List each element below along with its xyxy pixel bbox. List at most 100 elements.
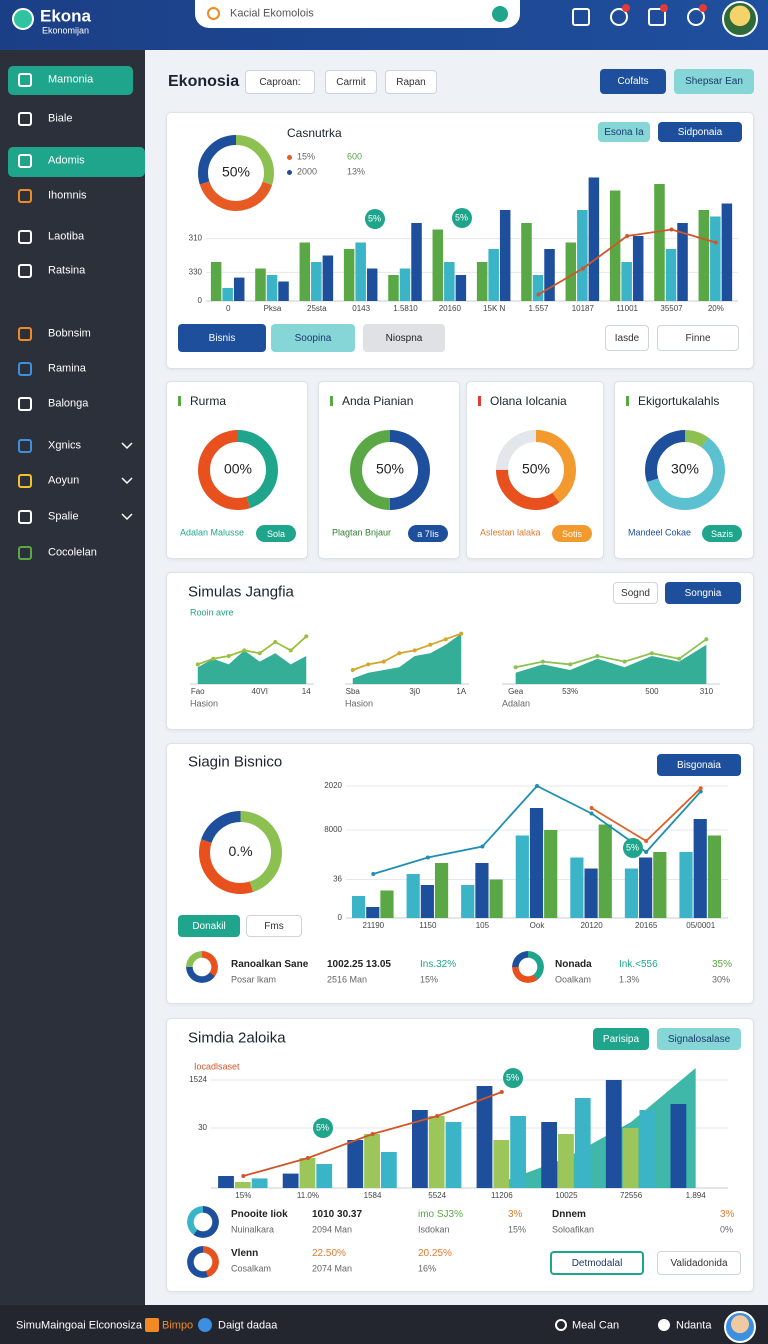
line-dot <box>371 872 376 876</box>
sidebar <box>0 50 145 1305</box>
stat-value: Ink.<556 <box>619 959 658 970</box>
legend-dot <box>287 170 292 175</box>
line-dot <box>350 668 355 672</box>
bar <box>598 824 612 918</box>
search-box[interactable] <box>195 0 520 28</box>
donut-segment <box>496 430 576 510</box>
nav-item[interactable]: Balonga <box>48 397 89 410</box>
x-tick-label: 05/0001 <box>686 921 715 930</box>
button[interactable]: Finne <box>657 325 739 351</box>
caption: Adalan Malusse <box>180 527 245 538</box>
stat-sub: 2516 Man <box>327 974 368 985</box>
stat-sub: 2074 Man <box>312 1263 353 1274</box>
chevron <box>121 477 133 485</box>
button[interactable]: Sazis <box>702 525 742 542</box>
y-tick-label: 2020 <box>324 781 342 790</box>
x-tick-label: 105 <box>476 921 490 930</box>
bar <box>355 242 366 301</box>
donut-segment <box>645 430 725 510</box>
stat-value: 3% <box>508 1209 523 1220</box>
button[interactable]: Donakil <box>178 915 240 937</box>
x-tick-label: 11206 <box>491 1191 513 1200</box>
button[interactable]: a 7Iis <box>408 525 448 542</box>
search-icon <box>207 7 220 20</box>
button[interactable]: Sola <box>256 525 296 542</box>
button[interactable]: Fms <box>246 915 302 937</box>
donut-segment <box>198 430 278 510</box>
button[interactable]: Carmit <box>325 70 377 94</box>
y-tick-label: 36 <box>333 875 342 884</box>
nav-item[interactable]: Bobnsim <box>48 327 91 340</box>
bar <box>577 210 588 301</box>
caption: Mandeel Cokae <box>628 527 692 538</box>
nav-item[interactable]: Laotiba <box>48 230 85 243</box>
nav-item[interactable]: Ratsina <box>48 264 86 277</box>
line-dot <box>412 648 417 653</box>
badge <box>623 838 643 858</box>
button[interactable]: Signalosalase <box>657 1028 741 1050</box>
bar <box>654 184 665 301</box>
avatar <box>722 1 758 37</box>
bar <box>632 236 644 301</box>
bar <box>282 1173 299 1188</box>
chevron <box>121 442 133 450</box>
card-title: Simdia 2aloika <box>188 1029 286 1047</box>
line-dot <box>305 1156 310 1160</box>
bar <box>411 223 422 301</box>
bar <box>707 835 721 918</box>
x-tick-label: 1150 <box>419 921 437 930</box>
logo-sub: Ekonomijan <box>42 25 90 36</box>
button[interactable]: Songnia <box>665 582 741 604</box>
bar <box>444 262 455 301</box>
line-dot <box>589 806 594 810</box>
nav-item[interactable]: Aoyun <box>48 474 80 487</box>
button[interactable]: Sidponaia <box>658 122 742 142</box>
button[interactable]: Sognd <box>613 582 658 604</box>
button[interactable]: Sotis <box>552 525 592 542</box>
button[interactable]: Niospna <box>363 324 445 352</box>
bar <box>343 249 355 301</box>
footer-icon <box>555 1319 567 1331</box>
nav-item[interactable]: Xgnics <box>48 439 82 452</box>
stat-sub: 0% <box>720 1224 734 1235</box>
bar <box>677 223 688 301</box>
footer-item[interactable]: Bimpo <box>162 1319 194 1332</box>
nav-item[interactable]: Adomis <box>48 154 85 167</box>
bar <box>380 890 394 918</box>
bar <box>710 216 721 301</box>
bar <box>544 830 558 918</box>
button[interactable]: Rapan <box>385 70 437 94</box>
button[interactable]: Iasde <box>605 325 649 351</box>
nav-item[interactable]: Ihomnis <box>48 189 87 202</box>
x-tick-label: 14 <box>302 687 311 696</box>
donut-center: 50% <box>222 164 250 180</box>
nav-item[interactable]: Mamonia <box>48 73 94 86</box>
notify-dot <box>660 4 668 12</box>
button[interactable]: Detmodalal <box>550 1251 644 1275</box>
x-tick-label: Fao <box>191 687 205 696</box>
notify-dot <box>622 4 630 12</box>
title-mark <box>478 396 481 406</box>
button[interactable]: Cofalts <box>600 69 666 94</box>
button[interactable]: Caproan: <box>245 70 315 94</box>
button[interactable]: Soopina <box>271 324 355 352</box>
nav-item[interactable]: Cocolelan <box>48 546 97 559</box>
footer-item[interactable]: Meal Can <box>572 1319 620 1332</box>
stat-sub: 1.3% <box>619 974 640 985</box>
nav-item[interactable]: Ramina <box>48 362 86 375</box>
button[interactable]: Parisipa <box>593 1028 649 1050</box>
footer-item[interactable]: Daigt dadaa <box>218 1319 278 1332</box>
footer-title: SimuMaingoai Elconosiza <box>16 1319 142 1332</box>
nav-item[interactable]: Spalie <box>48 510 79 523</box>
footer-item[interactable]: Ndanta <box>676 1319 712 1332</box>
button[interactable]: Validadonida <box>657 1251 741 1275</box>
x-tick-label: 500 <box>645 687 659 696</box>
title-mark <box>330 396 333 406</box>
x-tick-label: 20165 <box>635 921 658 930</box>
button[interactable]: Bisgonaia <box>657 754 741 776</box>
button[interactable]: Shepsar Ean <box>674 69 754 94</box>
button[interactable]: Esona Ia <box>598 122 650 142</box>
bar <box>299 242 311 301</box>
nav-item[interactable]: Biale <box>48 112 73 125</box>
button[interactable]: Bisnis <box>178 324 266 352</box>
